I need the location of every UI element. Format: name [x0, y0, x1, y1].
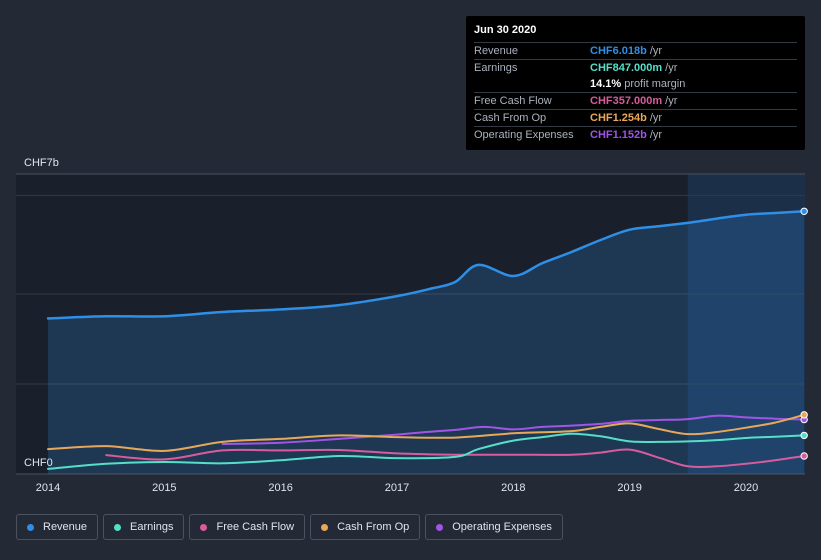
legend-item-revenue[interactable]: Revenue: [16, 514, 99, 540]
legend: Revenue Earnings Free Cash Flow Cash From O…: [16, 514, 563, 542]
legend-dot-icon: [114, 523, 122, 531]
operating-expenses-line: [221, 414, 806, 445]
revenue-end-point: [800, 207, 808, 215]
x-axis-ticks: 2014 2015 2016 2017 2018 2019 2020: [36, 482, 758, 494]
earnings-end-point: [800, 431, 808, 440]
tooltip-row-value: CHF847.000m: [590, 62, 663, 74]
tooltip-row-value: 14.1%: [590, 78, 622, 90]
tooltip-row-label: Revenue: [474, 45, 519, 57]
y-axis-top-label: CHF7b: [24, 157, 59, 169]
legend-label: Revenue: [43, 521, 88, 533]
x-tick-label-2014: 2014: [36, 482, 60, 494]
tooltip-row: Earnings CHF847.000m/yr: [474, 59, 797, 76]
legend-item-free-cash-flow[interactable]: Free Cash Flow: [189, 514, 306, 540]
tooltip-row-label: Free Cash Flow: [474, 95, 552, 107]
free-cash-flow-line: [105, 448, 806, 469]
legend-item-cash-from-op[interactable]: Cash From Op: [310, 514, 421, 540]
y-axis-bottom-label: CHF0: [24, 457, 53, 469]
end-markers: [800, 207, 808, 460]
x-tick-label-2017: 2017: [385, 482, 409, 494]
revenue-line: [46, 210, 806, 320]
tooltip-row-label: Operating Expenses: [474, 129, 574, 141]
tooltip-row-unit: /yr: [665, 62, 678, 74]
legend-dot-icon: [27, 523, 34, 531]
tooltip-date: Jun 30 2020: [474, 24, 537, 36]
tooltip-row-unit: profit margin: [624, 78, 686, 90]
tooltip-row-label: [474, 76, 590, 92]
x-tick-label-2020: 2020: [734, 482, 758, 494]
revenue-area: [48, 211, 805, 475]
x-tick-label-2019: 2019: [617, 482, 641, 494]
tooltip-row-value: CHF357.000m: [590, 95, 663, 107]
tooltip-row-label: Earnings: [474, 62, 518, 74]
tooltip-row-value: CHF1.152b: [590, 129, 647, 141]
tooltip-row: 14.1% profit margin: [474, 76, 797, 92]
x-tick-label-2016: 2016: [268, 482, 292, 494]
cash-from-op-line: [47, 413, 806, 452]
tooltip-row: Free Cash Flow CHF357.000m/yr: [474, 92, 797, 109]
tooltip-row-unit: /yr: [649, 45, 663, 57]
tooltip-row-unit: /yr: [649, 129, 663, 141]
tooltip-row: Revenue CHF6.018b/yr: [474, 42, 797, 59]
legend-label: Free Cash Flow: [216, 521, 295, 533]
tooltip-row-value: CHF6.018b: [590, 45, 647, 57]
earnings-line: [47, 432, 806, 470]
legend-label: Earnings: [130, 521, 174, 533]
legend-dot-icon: [321, 523, 329, 531]
legend-label: Cash From Op: [337, 521, 410, 533]
tooltip-row: Operating Expenses CHF1.152b/yr: [474, 126, 797, 143]
legend-item-earnings[interactable]: Earnings: [103, 514, 185, 540]
cash-from-op-end-point: [800, 411, 808, 419]
series-lines: [46, 210, 806, 470]
free-cash-flow-end-point: [800, 452, 808, 460]
legend-label: Operating Expenses: [452, 521, 552, 533]
forecast-highlight-region: [687, 174, 805, 474]
x-tick-label-2018: 2018: [501, 482, 525, 494]
legend-dot-icon: [200, 523, 208, 531]
tooltip-panel: Jun 30 2020 Revenue CHF6.018b/yr Earnings C…: [466, 16, 805, 150]
tooltip-rows: Revenue CHF6.018b/yr Earnings CHF847.000m/y…: [474, 42, 797, 143]
tooltip-row-unit: /yr: [665, 95, 678, 107]
x-tick-label-2015: 2015: [152, 482, 176, 494]
tooltip-row-unit: /yr: [649, 112, 663, 124]
legend-item-operating-expenses[interactable]: Operating Expenses: [425, 514, 563, 540]
legend-dot-icon: [436, 523, 444, 531]
tooltip-row-label: Cash From Op: [474, 112, 547, 124]
tooltip-row: Cash From Op CHF1.254b/yr: [474, 109, 797, 126]
tooltip-row-value: CHF1.254b: [590, 112, 647, 124]
